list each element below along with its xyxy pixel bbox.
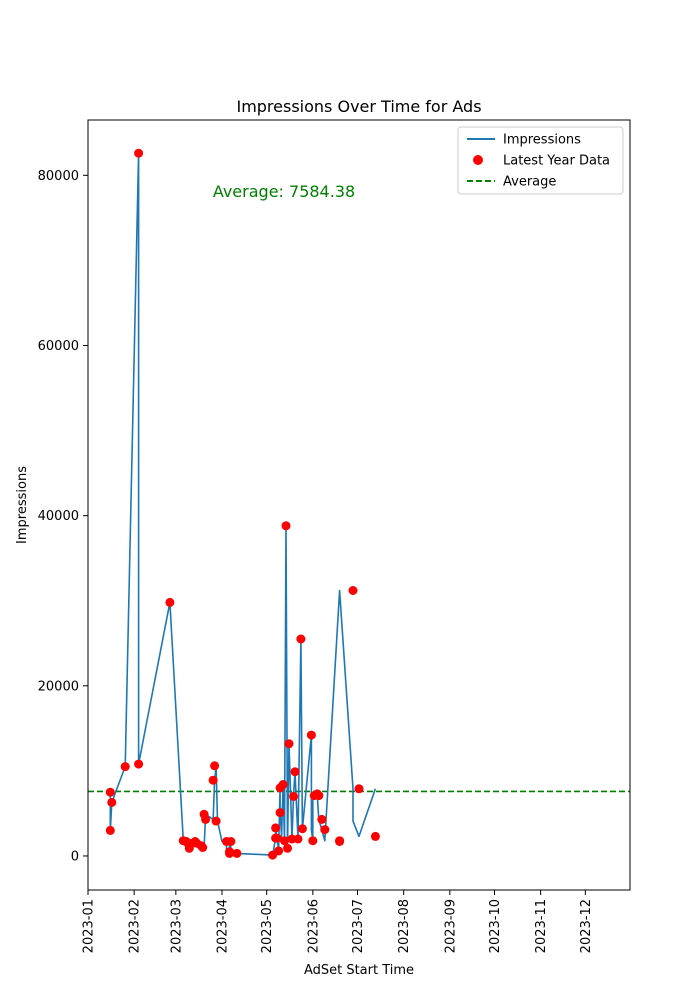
plot-area	[88, 148, 630, 860]
data-point	[105, 825, 115, 835]
plot-frame	[87, 119, 631, 891]
x-tick-label: 2023-03	[169, 899, 184, 953]
data-point	[314, 791, 324, 801]
data-point	[198, 843, 208, 852]
legend-point-swatch	[473, 155, 483, 165]
x-tick-label: 2023-10	[488, 899, 503, 953]
data-point	[297, 824, 307, 834]
data-point	[306, 730, 316, 740]
x-tick-label: 2023-09	[443, 899, 458, 953]
x-tick-label: 2023-06	[306, 899, 321, 953]
chart-title: Impressions Over Time for Ads	[236, 97, 481, 116]
y-tick-label: 80000	[38, 169, 79, 184]
data-point	[354, 784, 364, 794]
data-point	[134, 148, 144, 158]
data-point	[271, 823, 281, 833]
y-tick-label: 0	[71, 849, 79, 864]
legend-label-average: Average	[503, 175, 556, 190]
data-point	[278, 780, 288, 789]
data-point	[320, 825, 330, 835]
data-point	[120, 762, 130, 772]
data-point	[317, 814, 327, 824]
x-tick-label: 2023-12	[579, 899, 594, 953]
data-point	[275, 808, 285, 818]
x-axis-label: AdSet Start Time	[304, 963, 414, 978]
legend-label-impressions: Impressions	[503, 133, 581, 148]
legend-box	[457, 126, 624, 195]
y-tick-label: 60000	[38, 339, 79, 354]
x-tick-label: 2023-01	[82, 899, 97, 953]
data-point	[201, 814, 211, 824]
data-point	[284, 739, 294, 749]
y-axis: 0 20000 40000 60000 80000	[38, 169, 88, 864]
data-point	[370, 831, 380, 841]
legend: Impressions Latest Year Data Average	[457, 126, 624, 195]
y-tick-label: 20000	[38, 679, 79, 694]
data-point	[289, 791, 298, 801]
data-point	[105, 787, 115, 797]
data-point	[335, 837, 345, 846]
data-point	[281, 521, 291, 531]
y-axis-label: Impressions	[15, 466, 30, 544]
data-point	[280, 836, 289, 846]
data-point	[134, 759, 144, 769]
x-axis: 2023-01 2023-02 2023-03 2023-04 2023-05 2023-…	[82, 890, 594, 953]
data-point	[107, 797, 117, 807]
data-point	[283, 843, 292, 853]
x-tick-label: 2023-05	[260, 899, 275, 953]
y-tick-label: 40000	[38, 509, 79, 524]
x-tick-label: 2023-11	[534, 899, 549, 953]
data-point	[348, 586, 358, 595]
data-point	[308, 836, 318, 846]
data-point	[165, 597, 175, 607]
x-tick-label: 2023-08	[397, 899, 412, 953]
data-point	[274, 846, 284, 856]
data-point	[290, 767, 300, 777]
data-point	[272, 833, 282, 843]
data-point	[293, 834, 303, 844]
data-point	[210, 761, 220, 771]
data-point	[208, 775, 218, 785]
data-point	[226, 837, 236, 846]
legend-label-latest-year: Latest Year Data	[503, 154, 610, 169]
data-point	[232, 848, 242, 858]
data-point	[225, 848, 234, 858]
average-annotation: Average: 7584.38	[213, 182, 355, 201]
x-tick-label: 2023-04	[216, 899, 231, 953]
x-tick-label: 2023-07	[351, 899, 366, 953]
data-point	[296, 634, 306, 644]
data-point	[211, 816, 221, 826]
x-tick-label: 2023-02	[128, 899, 143, 953]
